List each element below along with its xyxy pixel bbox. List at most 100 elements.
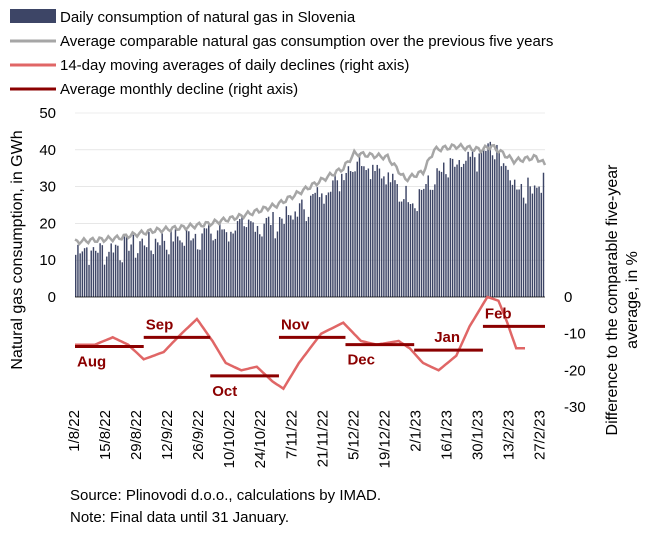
consumption-bar-2022-08-20 xyxy=(117,245,119,297)
consumption-bar-2022-12-03 xyxy=(349,171,352,297)
y-left-tick-0: 0 xyxy=(48,289,56,306)
consumption-bar-2022-10-01 xyxy=(210,233,212,297)
y-right-tick-0: 0 xyxy=(564,289,572,306)
consumption-bar-2023-01-03 xyxy=(418,189,421,297)
consumption-bar-2022-09-07 xyxy=(157,242,159,297)
consumption-bar-2022-09-18 xyxy=(181,242,183,297)
consumption-bar-2022-09-10 xyxy=(163,240,166,297)
consumption-bar-2022-11-09 xyxy=(296,216,299,297)
consumption-bar-2022-08-01 xyxy=(75,254,77,297)
consumption-bar-2023-01-27 xyxy=(471,151,474,297)
consumption-bar-2022-09-01 xyxy=(143,245,146,297)
legend-entry-2: 14-day moving averages of daily declines… xyxy=(60,57,409,74)
y-right-tick--30: -30 xyxy=(564,399,586,416)
consumption-bar-2023-01-26 xyxy=(469,156,472,297)
consumption-bar-2022-08-06 xyxy=(86,247,88,297)
consumption-bar-2022-12-17 xyxy=(380,178,383,297)
consumption-bar-2023-02-09 xyxy=(500,166,503,297)
legend-entry-0: Daily consumption of natural gas in Slov… xyxy=(60,9,356,26)
consumption-bar-2022-10-03 xyxy=(214,238,217,297)
consumption-bar-2023-02-08 xyxy=(498,150,500,297)
x-tick-10: 19/12/22 xyxy=(376,410,393,468)
consumption-bar-2022-12-10 xyxy=(365,170,367,297)
consumption-bar-2022-10-14 xyxy=(239,219,241,297)
consumption-bar-2022-10-31 xyxy=(276,231,279,297)
y-left-tick-50: 50 xyxy=(39,105,56,122)
consumption-bar-2023-02-26 xyxy=(538,186,540,297)
consumption-bar-2023-01-21 xyxy=(458,160,460,297)
consumption-bar-2022-09-08 xyxy=(159,245,161,297)
consumption-bar-2023-02-07 xyxy=(496,144,498,297)
consumption-bar-2023-02-18 xyxy=(520,183,523,297)
consumption-bar-2022-12-28 xyxy=(405,185,407,297)
consumption-bar-2022-11-14 xyxy=(307,216,310,297)
consumption-bar-2022-10-19 xyxy=(250,221,252,297)
y-right-tick--10: -10 xyxy=(564,326,586,343)
consumption-bar-2023-01-05 xyxy=(423,188,425,297)
x-tick-12: 16/1/23 xyxy=(438,410,455,460)
consumption-bar-2022-09-24 xyxy=(194,233,197,297)
consumption-bar-2022-11-30 xyxy=(343,180,345,297)
consumption-bar-2022-08-28 xyxy=(134,257,137,297)
consumption-bar-2022-10-02 xyxy=(212,240,214,297)
consumption-bar-2022-11-28 xyxy=(338,191,341,297)
consumption-bar-2023-01-31 xyxy=(480,150,483,297)
month-label-Jan: Jan xyxy=(434,329,460,346)
consumption-bar-2022-12-11 xyxy=(367,168,370,297)
consumption-bar-2022-12-07 xyxy=(358,153,361,297)
consumption-bar-2022-09-25 xyxy=(196,249,199,297)
consumption-bar-2022-11-02 xyxy=(281,218,283,297)
consumption-bar-2022-08-08 xyxy=(90,250,92,297)
consumption-bar-2023-02-15 xyxy=(513,179,516,297)
consumption-bar-2022-11-22 xyxy=(325,195,327,297)
consumption-bar-2023-01-13 xyxy=(440,171,443,297)
consumption-bar-2022-08-10 xyxy=(94,250,97,297)
consumption-bar-2022-08-05 xyxy=(83,248,86,297)
consumption-bar-2022-12-09 xyxy=(363,166,365,297)
consumption-bar-2022-11-01 xyxy=(278,217,281,297)
consumption-bar-2022-09-26 xyxy=(199,249,201,297)
consumption-bar-2022-11-12 xyxy=(303,209,305,297)
consumption-bar-2022-10-16 xyxy=(243,226,245,297)
month-label-Sep: Sep xyxy=(146,316,174,333)
consumption-bar-2023-02-27 xyxy=(540,192,543,297)
consumption-bar-2022-08-14 xyxy=(103,264,106,297)
consumption-bar-2022-09-02 xyxy=(145,247,148,297)
consumption-bar-2022-09-14 xyxy=(172,241,174,297)
consumption-bar-2022-12-26 xyxy=(400,201,403,297)
consumption-bar-2023-02-12 xyxy=(507,169,509,297)
consumption-bar-2022-10-06 xyxy=(221,229,223,297)
consumption-bar-2022-12-13 xyxy=(372,164,374,297)
consumption-bar-2022-11-18 xyxy=(316,187,319,297)
consumption-bar-2023-02-02 xyxy=(485,150,487,297)
consumption-bar-2022-09-19 xyxy=(183,245,186,297)
consumption-bar-2022-10-27 xyxy=(267,216,270,297)
x-tick-11: 2/1/23 xyxy=(407,410,424,452)
consumption-bar-2022-08-23 xyxy=(123,236,126,297)
consumption-bar-2022-08-24 xyxy=(125,235,128,297)
consumption-bar-2022-10-22 xyxy=(256,225,259,297)
consumption-bar-2023-01-28 xyxy=(474,157,476,297)
consumption-bar-2023-01-25 xyxy=(467,151,469,297)
consumption-bar-2022-12-18 xyxy=(383,176,385,297)
consumption-bar-2023-01-29 xyxy=(476,171,478,297)
consumption-bar-2022-08-11 xyxy=(97,252,99,297)
consumption-bar-2022-10-30 xyxy=(274,238,276,297)
consumption-bar-2022-09-17 xyxy=(179,240,181,297)
month-label-Nov: Nov xyxy=(281,316,310,333)
consumption-bar-2022-10-11 xyxy=(232,233,234,297)
x-tick-15: 27/2/23 xyxy=(532,410,549,460)
consumption-bar-2022-12-22 xyxy=(392,173,394,297)
x-tick-9: 5/12/22 xyxy=(345,410,362,460)
consumption-bar-2022-11-04 xyxy=(285,206,288,297)
consumption-bar-2022-12-19 xyxy=(385,184,387,297)
consumption-bar-2022-12-24 xyxy=(396,184,398,297)
y-right-title-line2: average, in % xyxy=(624,251,641,349)
consumption-bar-2022-09-09 xyxy=(161,233,163,297)
consumption-bar-2022-12-30 xyxy=(409,204,412,297)
consumption-bar-2022-12-15 xyxy=(376,164,378,297)
y-left-title: Natural gas consumption, in GWh xyxy=(9,130,26,369)
consumption-bar-2022-09-03 xyxy=(148,231,150,297)
consumption-bar-2023-01-20 xyxy=(456,164,458,297)
consumption-bar-2022-08-03 xyxy=(79,253,81,297)
